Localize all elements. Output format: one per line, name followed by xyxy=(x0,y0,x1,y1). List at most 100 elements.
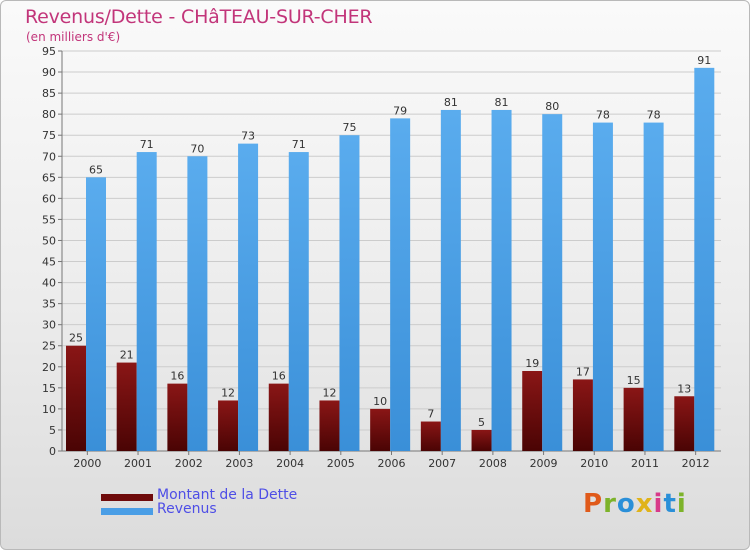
legend-swatch-dette xyxy=(101,494,153,501)
y-tick-label: 0 xyxy=(49,445,56,458)
y-tick-label: 75 xyxy=(42,129,56,142)
data-label-dette: 17 xyxy=(576,365,590,378)
x-tick-label: 2011 xyxy=(631,457,659,470)
y-tick-label: 5 xyxy=(49,424,56,437)
proxiti-logo[interactable]: Proxiti xyxy=(583,489,687,519)
bar-dette xyxy=(370,408,391,451)
y-tick-label: 90 xyxy=(42,66,56,79)
y-tick-label: 55 xyxy=(42,213,56,226)
bar-dette xyxy=(268,383,289,451)
data-label-revenus: 71 xyxy=(140,138,154,151)
y-tick-label: 30 xyxy=(42,319,56,332)
bar-revenus xyxy=(592,122,613,451)
y-tick-label: 45 xyxy=(42,256,56,269)
data-label-dette: 16 xyxy=(170,370,184,383)
bar-dette xyxy=(167,383,188,451)
x-tick-label: 2004 xyxy=(276,457,304,470)
bar-revenus xyxy=(136,152,157,452)
data-label-dette: 19 xyxy=(525,357,539,370)
x-tick-label: 2008 xyxy=(479,457,507,470)
data-label-dette: 25 xyxy=(69,332,83,345)
bar-dette xyxy=(66,345,86,451)
data-label-dette: 16 xyxy=(272,370,286,383)
y-tick-label: 20 xyxy=(42,361,56,374)
x-tick-label: 2005 xyxy=(327,457,355,470)
bar-dette xyxy=(522,371,543,451)
data-label-revenus: 79 xyxy=(393,104,407,117)
bar-dette xyxy=(471,429,492,451)
legend-swatch-revenus xyxy=(101,508,153,515)
bar-revenus xyxy=(643,122,664,451)
data-label-revenus: 71 xyxy=(292,138,306,151)
bar-revenus xyxy=(491,109,512,452)
x-tick-label: 2012 xyxy=(682,457,710,470)
bar-dette xyxy=(623,387,644,451)
y-tick-label: 70 xyxy=(42,150,56,163)
chart-subtitle: (en milliers d'€) xyxy=(26,30,121,44)
data-label-revenus: 80 xyxy=(545,100,559,113)
bar-dette xyxy=(319,400,340,451)
bar-revenus xyxy=(390,118,411,452)
chart-title: Revenus/Dette - CHâTEAU-SUR-CHER xyxy=(25,6,373,28)
bar-revenus xyxy=(339,135,360,452)
data-label-dette: 7 xyxy=(427,408,434,421)
y-tick-label: 80 xyxy=(42,108,56,121)
data-label-dette: 21 xyxy=(120,349,134,362)
bar-dette xyxy=(674,396,695,451)
y-tick-label: 25 xyxy=(42,340,56,353)
x-tick-label: 2007 xyxy=(428,457,456,470)
bar-revenus xyxy=(86,177,106,451)
logo-letter: P xyxy=(583,489,604,519)
y-tick-label: 85 xyxy=(42,87,56,100)
data-label-dette: 10 xyxy=(373,395,387,408)
data-label-dette: 12 xyxy=(221,386,235,399)
data-label-revenus: 75 xyxy=(342,121,356,134)
x-tick-label: 2009 xyxy=(530,457,558,470)
y-tick-label: 35 xyxy=(42,298,56,311)
y-tick-label: 40 xyxy=(42,277,56,290)
bar-revenus xyxy=(187,156,208,451)
bar-dette xyxy=(218,400,239,451)
logo-letter: t xyxy=(663,489,677,519)
data-label-revenus: 78 xyxy=(647,109,661,122)
y-tick-label: 95 xyxy=(42,45,56,58)
data-label-dette: 12 xyxy=(322,386,336,399)
data-label-revenus: 91 xyxy=(697,54,711,67)
data-label-dette: 5 xyxy=(478,416,485,429)
logo-letter: i xyxy=(676,489,687,519)
y-tick-label: 50 xyxy=(42,234,56,247)
bar-revenus xyxy=(440,109,461,452)
x-tick-label: 2001 xyxy=(124,457,152,470)
logo-letter: i xyxy=(653,489,664,519)
legend-label-revenus: Revenus xyxy=(157,501,217,517)
bar-revenus xyxy=(238,143,259,451)
data-label-revenus: 78 xyxy=(596,109,610,122)
y-tick-label: 60 xyxy=(42,192,56,205)
bar-revenus xyxy=(694,67,715,451)
bar-dette xyxy=(420,421,441,451)
data-label-revenus: 73 xyxy=(241,130,255,143)
data-label-dette: 13 xyxy=(677,382,691,395)
x-tick-label: 2010 xyxy=(580,457,608,470)
x-tick-label: 2006 xyxy=(378,457,406,470)
y-tick-label: 10 xyxy=(42,403,56,416)
logo-letter: o xyxy=(616,489,636,519)
data-label-revenus: 81 xyxy=(444,96,458,109)
bar-dette xyxy=(572,379,593,451)
y-tick-label: 65 xyxy=(42,171,56,184)
logo-letter: r xyxy=(603,489,617,519)
data-label-revenus: 81 xyxy=(495,96,509,109)
logo-letter: x xyxy=(635,489,654,519)
data-label-revenus: 70 xyxy=(190,142,204,155)
bar-revenus xyxy=(542,114,563,451)
data-label-dette: 15 xyxy=(627,374,641,387)
y-tick-label: 15 xyxy=(42,382,56,395)
x-tick-label: 2000 xyxy=(73,457,101,470)
data-label-revenus: 65 xyxy=(89,163,103,176)
x-tick-label: 2002 xyxy=(175,457,203,470)
bar-revenus xyxy=(288,152,309,452)
bar-dette xyxy=(116,362,137,451)
legend-label-dette: Montant de la Dette xyxy=(157,487,298,503)
bar-chart: 0510152025303540455055606570758085909525… xyxy=(42,45,721,470)
